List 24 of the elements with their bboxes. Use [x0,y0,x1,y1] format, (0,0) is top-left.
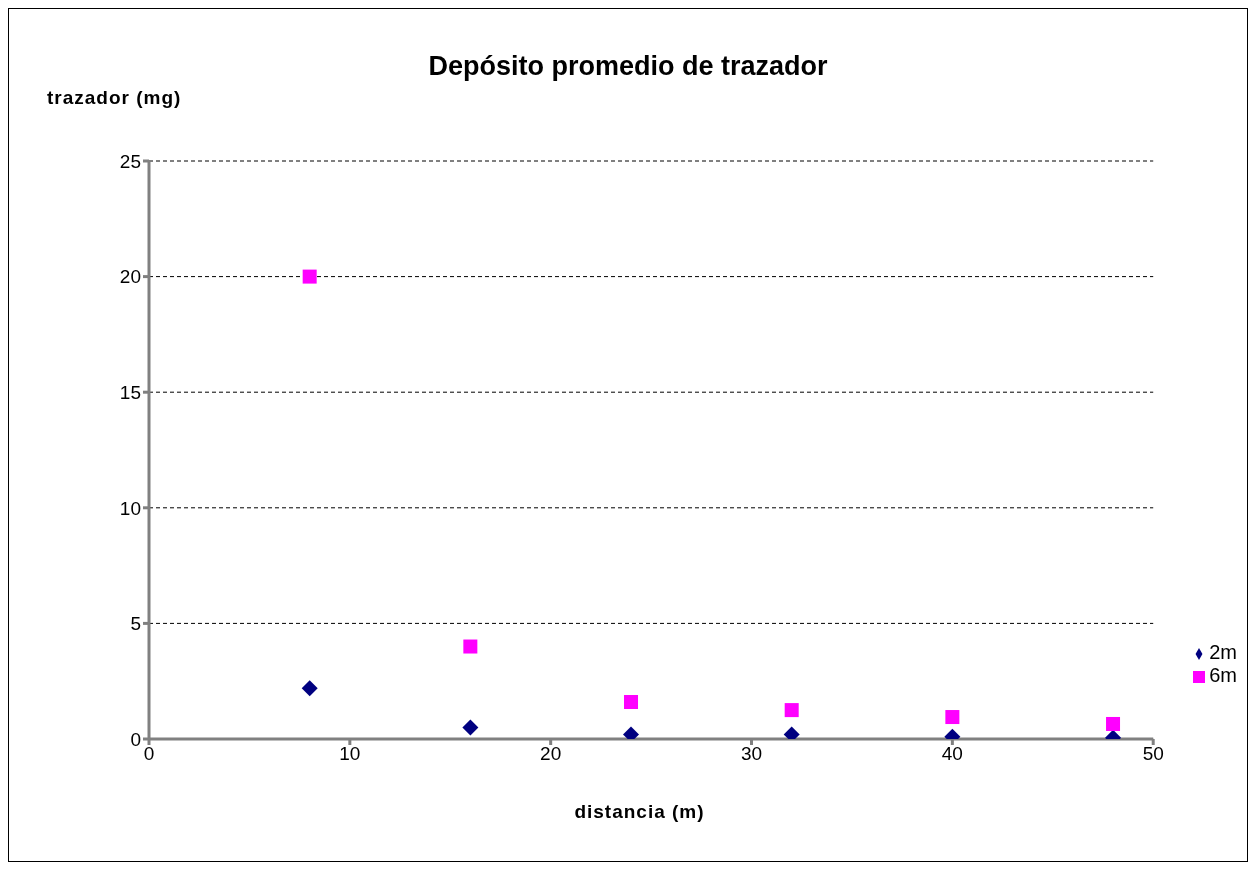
chart-title: Depósito promedio de trazador [427,51,829,82]
y-tick-label: 25 [119,150,141,172]
x-tick-label: 30 [740,743,763,765]
y-tick-label: 10 [119,497,141,519]
point [945,710,960,725]
y-tick-label: 0 [130,728,141,750]
y-tick-label: 20 [119,266,141,288]
x-tick-label: 50 [1142,743,1164,765]
point [784,703,799,718]
point [462,719,479,736]
y-tick-label: 5 [130,613,141,635]
point [463,639,478,654]
y-tick-label: 15 [119,381,141,403]
point [301,680,318,697]
legend-label: 6m [1209,664,1237,686]
x-tick-label: 10 [339,743,361,765]
point [1106,716,1121,731]
y-axis-title: trazador (mg) [47,87,182,109]
x-axis-title: distancia (m) [573,801,706,823]
x-tick-label: 20 [540,743,562,765]
x-tick-label: 40 [941,743,963,765]
legend-label: 2m [1209,641,1237,663]
point [302,269,317,284]
point [624,695,639,710]
